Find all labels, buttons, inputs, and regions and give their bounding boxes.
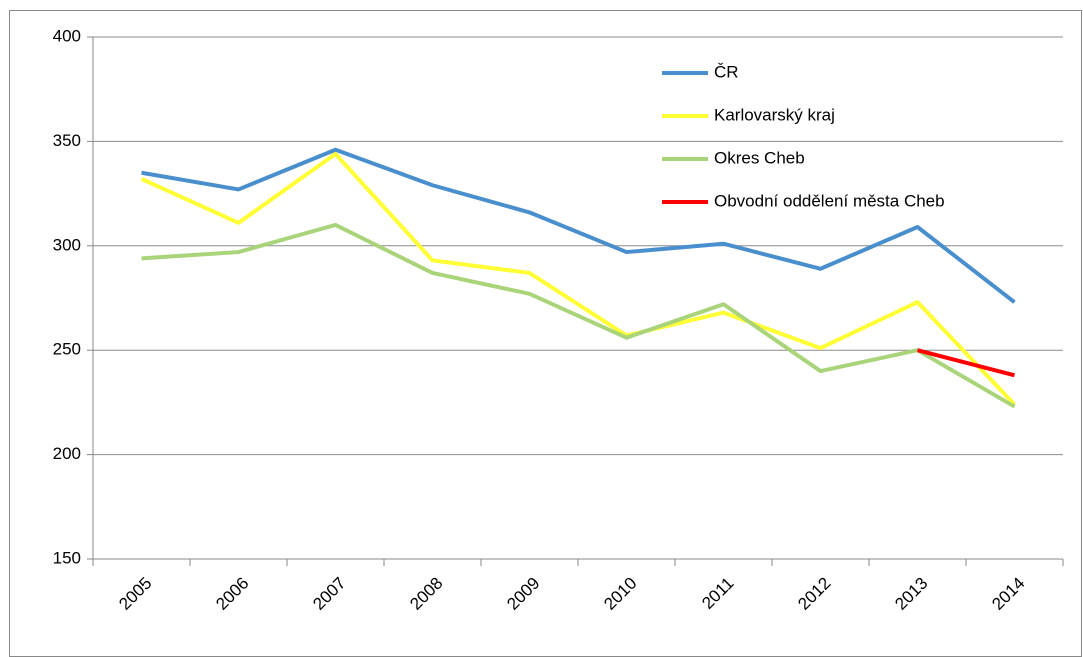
y-tick-label: 300	[53, 235, 81, 254]
chart-frame	[9, 10, 1082, 657]
y-tick-label: 400	[53, 26, 81, 45]
series-line	[140, 151, 1016, 406]
y-tick-label: 250	[53, 340, 81, 359]
series-line	[141, 222, 1016, 409]
legend-label: Karlovarský kraj	[714, 105, 835, 124]
series-line	[916, 348, 1016, 378]
legend-label: Okres Cheb	[714, 148, 805, 167]
legend-label: ČR	[714, 62, 739, 81]
y-tick-label: 150	[53, 548, 81, 567]
legend-label: Obvodní oddělení města Cheb	[714, 191, 945, 210]
series-line	[141, 147, 1016, 304]
y-tick-label: 350	[53, 131, 81, 150]
y-tick-label: 200	[53, 444, 81, 463]
